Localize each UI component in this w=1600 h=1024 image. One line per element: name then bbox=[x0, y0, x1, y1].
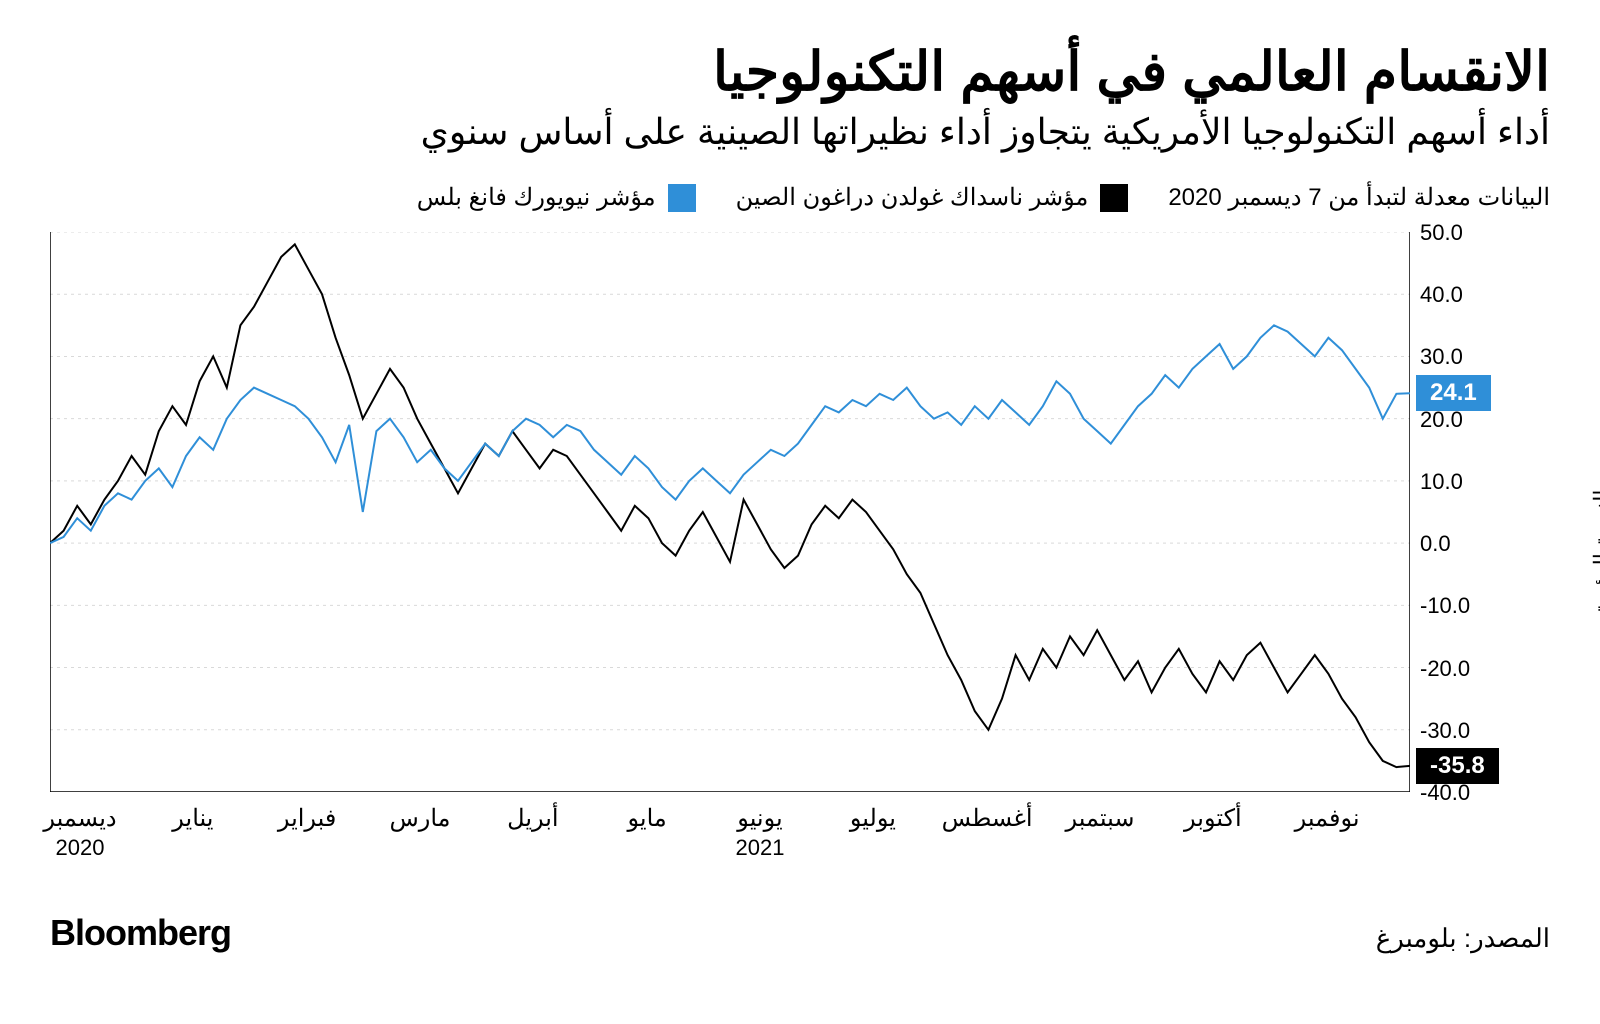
chart-area: النسبة المئوية 24.1 -35.8 50.040.030.020… bbox=[50, 232, 1550, 872]
y-tick-label: 50.0 bbox=[1420, 220, 1463, 246]
y-tick-label: -30.0 bbox=[1420, 718, 1470, 744]
x-tick-label: أبريل bbox=[507, 804, 558, 833]
y-tick-label: -40.0 bbox=[1420, 780, 1470, 806]
x-tick-label: أكتوبر bbox=[1184, 804, 1242, 833]
x-tick-label: أغسطس bbox=[942, 804, 1033, 833]
x-tick-label: سبتمبر bbox=[1066, 804, 1135, 833]
y-tick-label: 40.0 bbox=[1420, 282, 1463, 308]
y-tick-label: 30.0 bbox=[1420, 344, 1463, 370]
x-tick-label: يونيو2021 bbox=[736, 804, 785, 861]
y-tick-label: -10.0 bbox=[1420, 593, 1470, 619]
legend-row: البيانات معدلة لتبدأ من 7 ديسمبر 2020 مؤ… bbox=[50, 183, 1550, 212]
chart-svg bbox=[50, 232, 1410, 792]
y-tick-label: 20.0 bbox=[1420, 407, 1463, 433]
chart-title: الانقسام العالمي في أسهم التكنولوجيا bbox=[50, 40, 1550, 103]
yaxis-title: النسبة المئوية bbox=[1590, 489, 1600, 614]
x-tick-label: فبراير bbox=[278, 804, 337, 833]
x-tick-label: مارس bbox=[389, 804, 450, 833]
x-tick-label: نوفمبر bbox=[1295, 804, 1360, 833]
chart-subtitle: أداء أسهم التكنولوجيا الأمريكية يتجاوز أ… bbox=[50, 111, 1550, 153]
swatch-series2 bbox=[668, 184, 696, 212]
x-tick-label: مايو bbox=[627, 804, 666, 833]
legend-item-series2: مؤشر نيويورك فانغ بلس bbox=[417, 183, 696, 212]
legend-label-series2: مؤشر نيويورك فانغ بلس bbox=[417, 183, 656, 212]
swatch-series1 bbox=[1100, 184, 1128, 212]
y-tick-label: 10.0 bbox=[1420, 469, 1463, 495]
x-tick-label: ديسمبر2020 bbox=[43, 804, 116, 861]
y-tick-label: -20.0 bbox=[1420, 656, 1470, 682]
x-tick-label: يوليو bbox=[850, 804, 896, 833]
source-label: المصدر: بلومبرغ bbox=[1376, 923, 1550, 954]
brand-logo: Bloomberg bbox=[50, 912, 231, 954]
legend-note: البيانات معدلة لتبدأ من 7 ديسمبر 2020 bbox=[1168, 183, 1550, 212]
legend-item-series1: مؤشر ناسداك غولدن دراغون الصين bbox=[736, 183, 1129, 212]
x-tick-label: يناير bbox=[172, 804, 213, 833]
end-badge-series1: -35.8 bbox=[1416, 748, 1499, 784]
y-tick-label: 0.0 bbox=[1420, 531, 1451, 557]
legend-label-series1: مؤشر ناسداك غولدن دراغون الصين bbox=[736, 183, 1089, 212]
